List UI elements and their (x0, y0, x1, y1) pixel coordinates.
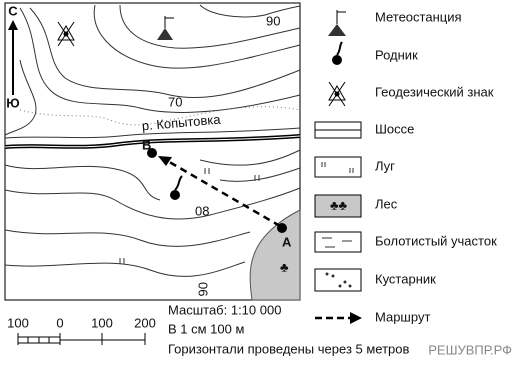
contour-label: 70 (168, 94, 182, 109)
legend-label: Родник (375, 47, 418, 62)
contour-interval: Горизонтали проведены через 5 метров (168, 341, 410, 356)
meadow-marks (119, 168, 260, 264)
scale-tick: 100 (91, 315, 113, 330)
contours (4, 4, 301, 277)
legend-label: Кустарник (375, 271, 436, 286)
legend-label: Маршрут (375, 309, 430, 324)
scale-tick: 0 (56, 315, 63, 330)
forest-trees: ♣ (280, 259, 289, 274)
legend-label: Метеостанция (375, 9, 462, 24)
contour-label: 06 (196, 282, 211, 296)
legend-label: Лес (375, 196, 398, 211)
legend-label: Луг (375, 158, 395, 173)
highway-inner (4, 135, 301, 148)
river (4, 127, 301, 139)
river-label: р. Копытовка (141, 112, 222, 134)
south-label: Ю (6, 95, 19, 110)
route (165, 158, 281, 228)
scale-tick: 100 (7, 315, 29, 330)
contour-label: 08 (195, 203, 209, 218)
scale-tick: 200 (134, 315, 156, 330)
svg-text:♣♣: ♣♣ (330, 197, 348, 212)
forest-area (249, 209, 301, 301)
north-label: С (8, 3, 18, 18)
point-b-label: В (142, 137, 151, 152)
spring (170, 190, 180, 200)
scale-per-cm: В 1 см 100 м (168, 321, 244, 336)
spring-tail (174, 175, 183, 191)
contour-label: 90 (266, 13, 280, 28)
legend-labels: Метеостанция Родник Геодезический знак Шосс… (375, 9, 497, 324)
point-a-label: А (282, 234, 292, 249)
meteostation (157, 16, 174, 40)
legend: ♣♣ (314, 10, 362, 324)
point-b (147, 148, 157, 158)
legend-label: Болотистый участок (375, 233, 497, 248)
north-arrowhead (8, 20, 18, 30)
geodesic-sign (57, 21, 75, 47)
legend-label: Шоссе (375, 121, 414, 136)
legend-label: Геодезический знак (375, 84, 494, 99)
scale-bar (17, 333, 146, 345)
route-arrowhead (158, 156, 172, 166)
watermark: РЕШУВПР.РФ (428, 342, 512, 357)
point-a (277, 223, 287, 233)
scale-ratio: Масштаб: 1:10 000 (168, 302, 281, 317)
